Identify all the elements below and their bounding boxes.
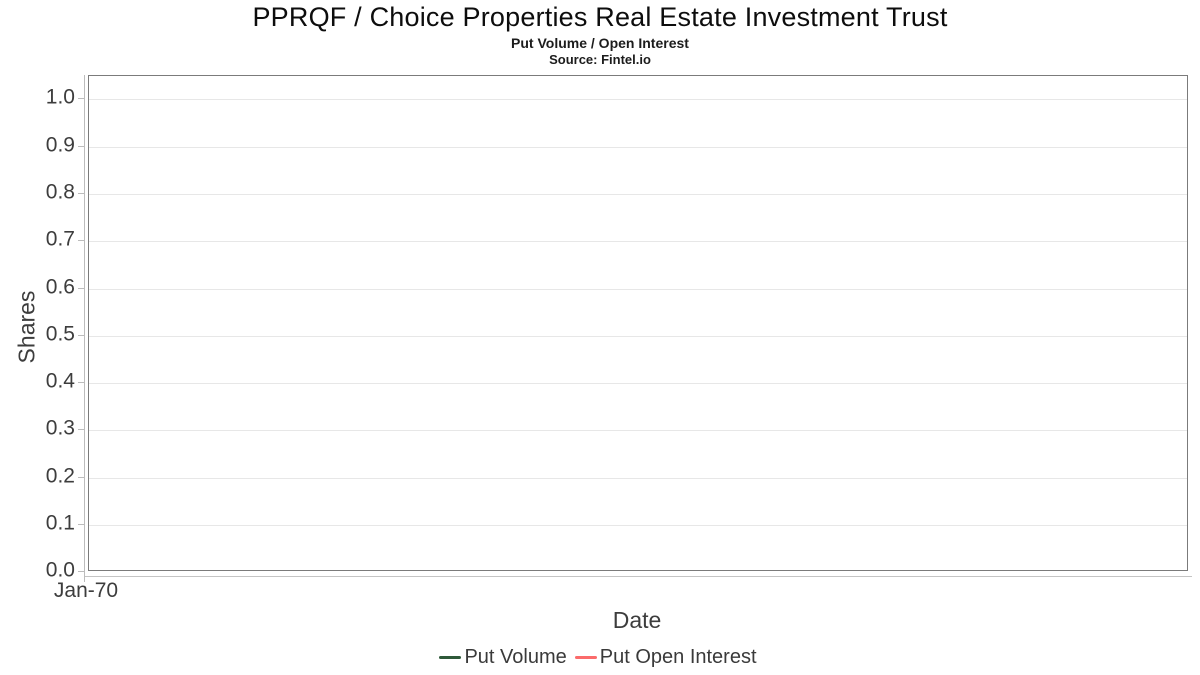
y-tick-mark [78,335,84,336]
gridline [89,241,1187,242]
y-tick-label: 0.3 [45,416,75,440]
x-axis-title: Date [612,607,662,633]
chart-source: Source: Fintel.io [549,52,651,67]
x-tick-mark [84,576,85,582]
chart-title: PPRQF / Choice Properties Real Estate In… [252,2,948,32]
y-tick-label: 0.7 [45,227,75,251]
gridline [89,99,1187,100]
y-tick-mark [78,524,84,525]
y-tick-label: 0.5 [45,322,75,346]
y-tick-mark [78,146,84,147]
y-axis-line [84,75,85,577]
y-tick-label: 0.6 [45,275,75,299]
plot-area [88,75,1188,571]
y-tick-mark [78,429,84,430]
y-tick-label: 0.4 [45,369,75,393]
y-tick-label: 0.0 [45,558,75,582]
y-tick-mark [78,477,84,478]
y-tick-label: 0.2 [45,464,75,488]
gridline [89,478,1187,479]
gridline [89,289,1187,290]
legend-label: Put Open Interest [599,646,757,668]
y-tick-label: 1.0 [45,85,75,109]
legend-label: Put Volume [464,646,567,668]
y-tick-mark [78,571,84,572]
gridline [89,194,1187,195]
y-tick-mark [78,98,84,99]
y-tick-mark [78,240,84,241]
chart-legend: Put Volume Put Open Interest [0,646,1196,669]
gridline [89,147,1187,148]
y-tick-mark [78,193,84,194]
gridline [89,525,1187,526]
x-axis-line [84,576,1192,577]
legend-item-put-open-interest: Put Open Interest [574,646,757,669]
gridline [89,430,1187,431]
y-tick-mark [78,382,84,383]
y-tick-label: 0.1 [45,511,75,535]
put-open-interest-line-swatch [574,656,597,659]
y-axis-title: Shares [13,290,40,364]
gridline [89,336,1187,337]
x-tick-label: Jan-70 [53,579,119,602]
y-tick-mark [78,288,84,289]
y-tick-label: 0.9 [45,133,75,157]
put-volume-line-swatch [439,656,462,659]
gridline [89,383,1187,384]
chart-subtitle: Put Volume / Open Interest [511,35,689,51]
legend-item-put-volume: Put Volume [439,646,567,669]
y-tick-label: 0.8 [45,180,75,204]
